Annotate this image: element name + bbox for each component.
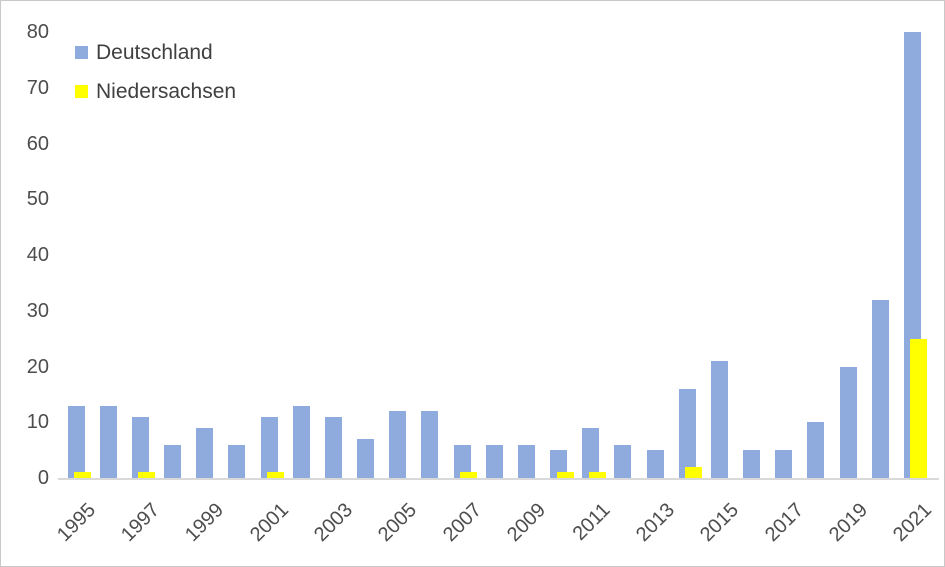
bar-deutschland-2002	[292, 405, 310, 478]
bar-deutschland-2018	[807, 422, 825, 478]
bar-deutschland-2000	[228, 444, 246, 478]
y-axis-tick-label: 20	[26, 355, 49, 378]
bar-deutschland-2012	[614, 444, 632, 478]
bar-niedersachsen-2007	[460, 472, 478, 478]
x-axis-tick-label: 2005	[374, 499, 422, 547]
y-axis-tick-label: 0	[37, 467, 49, 489]
x-axis-tick-label: 2001	[245, 499, 293, 547]
bar-deutschland-2015	[710, 360, 728, 478]
x-axis-tick-label: 2009	[503, 499, 551, 547]
bar-niedersachsen-1997	[138, 472, 156, 478]
bar-deutschland-2020	[871, 299, 889, 478]
bar-deutschland-1998	[164, 444, 181, 478]
bar-deutschland-1999	[196, 427, 214, 478]
legend-item-niedersachsen: Niedersachsen	[75, 78, 236, 105]
x-axis-tick-label: 2019	[824, 499, 872, 547]
bar-niedersachsen-1995	[74, 472, 91, 478]
bar-niedersachsen-2021	[910, 338, 928, 478]
x-axis-tick-label: 2011	[568, 499, 615, 545]
x-axis-tick-label: 2021	[889, 499, 937, 547]
bar-deutschland-1996	[99, 405, 117, 478]
bar-deutschland-2013	[646, 450, 664, 478]
legend-label-niedersachsen: Niedersachsen	[96, 80, 237, 103]
y-axis-tick-label: 30	[26, 299, 49, 322]
bar-deutschland-2008	[485, 444, 503, 478]
bar-niedersachsen-2014	[685, 466, 703, 478]
legend-swatch-deutschland	[75, 46, 88, 59]
bar-niedersachsen-2011	[588, 472, 606, 478]
x-axis-tick-label: 1997	[117, 499, 165, 547]
y-axis-tick-label: 60	[26, 132, 49, 155]
x-axis-tick-label: 1995	[52, 499, 100, 547]
bar-deutschland-2010	[550, 450, 568, 478]
bar-deutschland-2011	[582, 427, 600, 478]
bar-niedersachsen-2010	[556, 472, 574, 478]
bar-deutschland-2017	[775, 450, 793, 478]
x-axis-tick-label: 2015	[696, 499, 744, 547]
bar-deutschland-1995	[67, 405, 85, 478]
x-axis-tick-label: 2007	[438, 499, 486, 547]
bar-deutschland-1997	[131, 416, 149, 478]
y-axis-tick-label: 40	[26, 244, 49, 266]
legend-item-deutschland: Deutschland	[75, 39, 236, 66]
bar-deutschland-2001	[260, 416, 278, 478]
bar-deutschland-2009	[517, 444, 535, 478]
x-axis-tick-label: 2017	[760, 499, 808, 547]
x-axis-line	[58, 478, 939, 480]
bar-deutschland-2004	[357, 438, 375, 478]
bar-niedersachsen-2001	[267, 472, 285, 478]
y-axis-tick-label: 80	[26, 21, 49, 43]
y-axis-tick-label: 70	[26, 76, 49, 99]
legend: Deutschland Niedersachsen	[75, 39, 236, 117]
bar-deutschland-2006	[421, 411, 439, 478]
legend-swatch-niedersachsen	[75, 85, 88, 98]
y-axis-tick-label: 10	[26, 411, 49, 434]
bar-deutschland-2016	[743, 450, 761, 478]
bar-deutschland-2005	[389, 411, 407, 478]
x-axis-tick-label: 1999	[181, 499, 229, 547]
bar-deutschland-2003	[324, 416, 342, 478]
bar-deutschland-2007	[453, 444, 471, 478]
legend-label-deutschland: Deutschland	[96, 41, 213, 64]
x-axis-tick-label: 2013	[631, 499, 679, 547]
y-axis-tick-label: 50	[26, 188, 49, 211]
bar-deutschland-2014	[678, 388, 696, 478]
x-axis-tick-label: 2003	[310, 499, 358, 547]
bar-deutschland-2019	[839, 366, 857, 478]
